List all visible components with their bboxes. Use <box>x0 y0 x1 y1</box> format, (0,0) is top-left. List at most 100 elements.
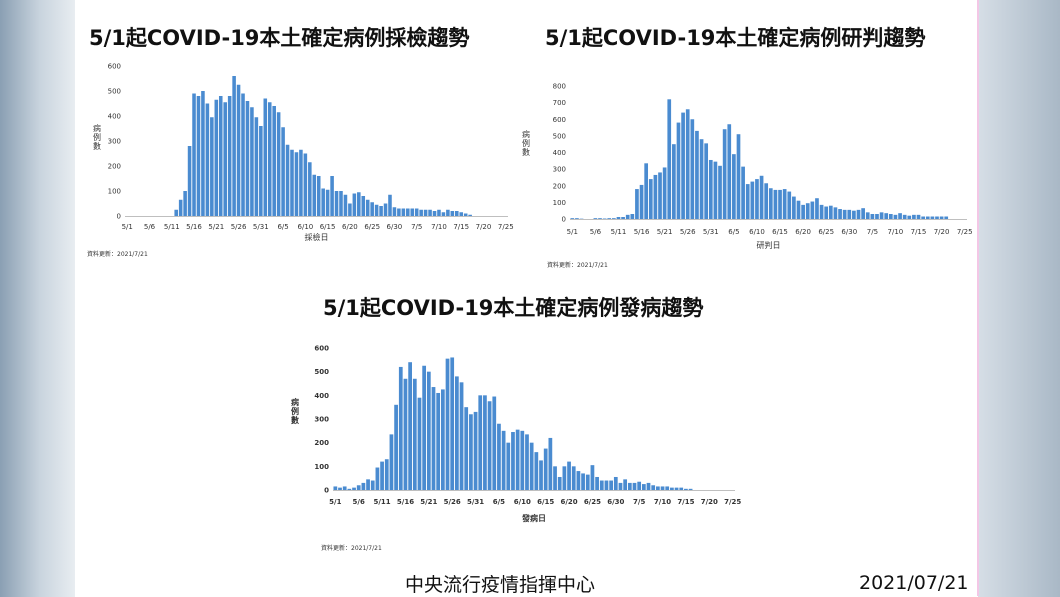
bar <box>644 163 648 219</box>
bar <box>871 214 875 219</box>
bar <box>801 205 805 219</box>
x-tick-label: 6/15 <box>537 498 554 506</box>
bar <box>343 486 347 490</box>
bar <box>861 208 865 219</box>
bar <box>370 202 374 216</box>
bar <box>290 150 294 216</box>
x-tick-label: 6/20 <box>795 228 811 236</box>
x-tick-label: 5/26 <box>680 228 696 236</box>
x-axis-label: 採檢日 <box>305 232 329 242</box>
x-tick-label: 6/10 <box>298 223 314 231</box>
bar <box>215 100 219 216</box>
x-tick-label: 5/21 <box>420 498 437 506</box>
bar <box>663 167 667 219</box>
bar <box>647 483 651 490</box>
bar <box>847 210 851 219</box>
bar <box>577 471 581 490</box>
y-axis-label: 數 <box>291 415 299 425</box>
bar <box>394 405 398 490</box>
bar <box>628 483 632 490</box>
x-tick-label: 6/25 <box>364 223 380 231</box>
bar <box>746 184 750 219</box>
bar <box>806 203 810 219</box>
bar <box>219 96 223 216</box>
bar <box>675 488 679 490</box>
bar <box>852 211 856 219</box>
slide: 5/1起COVID-19本土確定病例採檢趨勢 5/1起COVID-19本土確定病… <box>75 0 978 596</box>
bar <box>418 398 422 490</box>
bar <box>700 139 704 219</box>
bar <box>695 131 699 219</box>
bar <box>681 113 685 219</box>
bar <box>379 206 383 216</box>
y-tick-label: 400 <box>314 392 329 400</box>
x-tick-label: 7/15 <box>677 498 694 506</box>
bar <box>388 195 392 216</box>
bar <box>255 117 259 216</box>
x-tick-label: 7/10 <box>888 228 904 236</box>
bar <box>437 210 441 216</box>
bar <box>889 214 893 219</box>
bar <box>497 424 501 490</box>
bar <box>824 207 828 219</box>
bar <box>347 489 351 490</box>
bar <box>357 192 361 216</box>
y-tick-label: 200 <box>553 182 566 190</box>
bar <box>689 489 693 490</box>
bar <box>352 488 356 490</box>
bar <box>829 206 833 219</box>
bar <box>317 176 321 216</box>
bar <box>764 183 768 219</box>
y-axis-label: 數 <box>522 147 530 157</box>
bar <box>397 209 401 217</box>
bar <box>880 212 884 219</box>
bar <box>792 197 796 219</box>
bar <box>272 106 276 216</box>
y-tick-label: 500 <box>314 368 329 376</box>
bar <box>366 200 370 216</box>
x-tick-label: 5/11 <box>611 228 627 236</box>
bar <box>326 190 330 216</box>
bar <box>605 481 609 490</box>
bar <box>548 438 552 490</box>
bar <box>843 210 847 219</box>
bar <box>834 207 838 219</box>
y-axis-label: 數 <box>93 141 101 151</box>
bar <box>384 204 388 217</box>
bar <box>907 216 911 219</box>
bar <box>658 172 662 219</box>
footer-date: 2021/07/21 <box>859 572 969 594</box>
bar <box>250 107 254 216</box>
bar <box>410 209 414 217</box>
bar <box>299 150 303 216</box>
bar <box>944 217 948 219</box>
bar <box>183 191 187 216</box>
bar <box>223 102 227 216</box>
x-tick-label: 7/25 <box>724 498 741 506</box>
bar <box>857 210 861 219</box>
bar <box>630 214 634 219</box>
bar <box>884 213 888 219</box>
bar <box>268 102 272 216</box>
x-tick-label: 6/30 <box>607 498 624 506</box>
y-tick-label: 400 <box>108 113 121 121</box>
x-tick-label: 7/25 <box>957 228 973 236</box>
bar <box>464 407 468 490</box>
bar <box>460 382 464 490</box>
bar <box>581 473 585 490</box>
y-tick-label: 300 <box>314 416 329 424</box>
bar <box>570 218 574 219</box>
bar <box>206 104 210 217</box>
bar <box>380 462 384 490</box>
bar <box>419 210 423 216</box>
bar <box>654 175 658 219</box>
y-tick-label: 800 <box>553 83 566 91</box>
bar <box>635 189 639 219</box>
bar <box>607 218 611 219</box>
bar <box>642 484 646 490</box>
bar <box>406 209 410 217</box>
bar <box>898 213 902 219</box>
y-axis-label: 例 <box>291 406 299 416</box>
x-tick-label: 7/20 <box>701 498 718 506</box>
